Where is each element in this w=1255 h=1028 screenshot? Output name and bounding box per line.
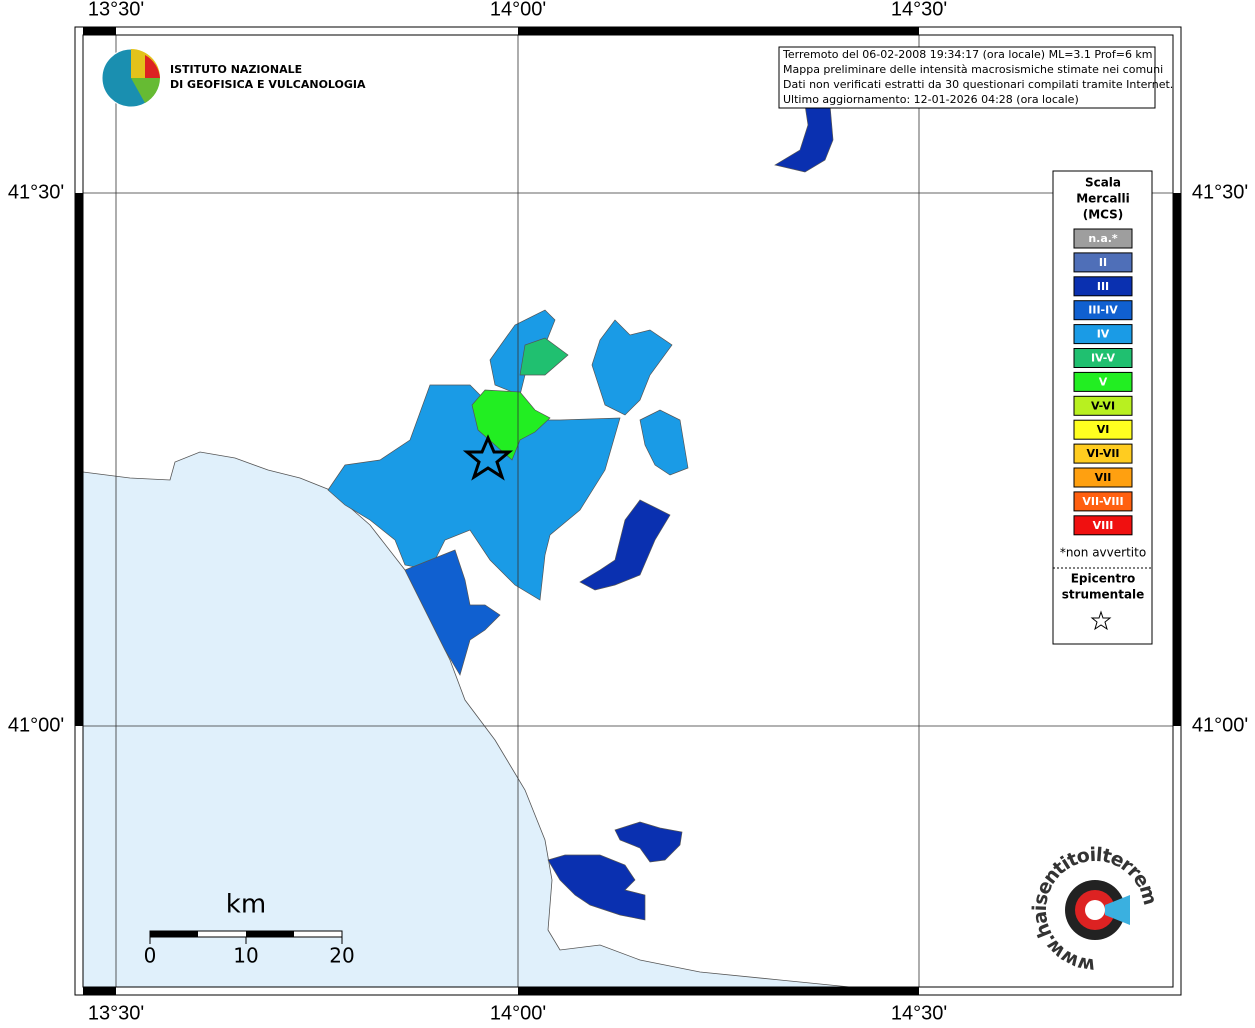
- frame: [74, 26, 1182, 996]
- lon-label: 14°30': [891, 1002, 947, 1024]
- legend-label: IV: [1097, 328, 1110, 341]
- area: [404, 549, 501, 676]
- scale-bar: km 0 10 20: [144, 890, 355, 968]
- logo-text: ISTITUTO NAZIONALE: [170, 63, 302, 76]
- lon-label: 14°00': [490, 0, 546, 20]
- legend-epicenter: Epicentro: [1071, 572, 1136, 586]
- scale-label: 0: [144, 944, 157, 968]
- legend-swatch: [1073, 276, 1133, 297]
- area: [614, 821, 683, 863]
- legend-label: VII-VIII: [1082, 495, 1123, 508]
- legend-note: *non avvertito: [1060, 546, 1146, 560]
- info-line: Terremoto del 06-02-2008 19:34:17 (ora l…: [782, 48, 1153, 61]
- legend-swatch: [1073, 467, 1133, 488]
- legend-swatch: [1073, 371, 1133, 392]
- legend-label: VIII: [1093, 519, 1114, 532]
- lon-label: 14°00': [490, 1002, 546, 1024]
- legend-swatch: [1073, 252, 1133, 273]
- scale-label: 20: [329, 944, 354, 968]
- legend-label: IV-V: [1091, 352, 1116, 365]
- ingv-logo: ISTITUTO NAZIONALE DI GEOFISICA E VULCAN…: [101, 48, 366, 108]
- epicenter-star: [462, 434, 514, 481]
- legend-swatch: [1073, 515, 1133, 536]
- lat-label: 41°30': [1192, 181, 1248, 203]
- legend-label: III: [1097, 280, 1109, 293]
- info-line: Dati non verificati estratti da 30 quest…: [783, 78, 1173, 91]
- legend-swatch: [1073, 395, 1133, 416]
- legend-label: VI: [1097, 423, 1110, 436]
- graticule: [83, 35, 1173, 987]
- area: [519, 337, 569, 376]
- legend-label: V: [1099, 375, 1108, 388]
- lon-label: 13°30': [88, 0, 144, 20]
- legend-swatch: [1073, 348, 1133, 368]
- legend-swatch: [1073, 491, 1133, 512]
- intensity-areas: [327, 104, 834, 921]
- legend-title: Scala: [1085, 176, 1121, 190]
- lat-label: 41°00': [1192, 714, 1248, 736]
- lat-label: 41°30': [8, 181, 64, 203]
- legend-label: II: [1099, 256, 1107, 269]
- legend-label: V-VI: [1091, 399, 1115, 412]
- area: [327, 384, 621, 601]
- legend-swatch: [1073, 300, 1133, 321]
- lon-label: 14°30': [891, 0, 947, 20]
- legend-label: VII: [1095, 471, 1112, 484]
- legend-epicenter: strumentale: [1062, 588, 1145, 602]
- legend-label: VI-VII: [1086, 447, 1119, 460]
- area: [579, 499, 671, 591]
- area: [591, 319, 673, 416]
- legend-label: n.a.*: [1088, 232, 1118, 245]
- legend: Scala Mercalli (MCS) *non avvertito Epic…: [1052, 170, 1153, 645]
- info-box: [778, 46, 1156, 109]
- lat-label: 41°00': [8, 714, 64, 736]
- logo-text: DI GEOFISICA E VULCANOLOGIA: [170, 78, 366, 91]
- info-line: Ultimo aggiornamento: 12-01-2026 04:28 (…: [783, 93, 1079, 106]
- lon-label: 13°30': [88, 1002, 144, 1024]
- legend-swatch: [1073, 324, 1133, 345]
- sea: [82, 451, 851, 988]
- legend-label: III-IV: [1088, 304, 1118, 317]
- legend-star: [1090, 610, 1112, 631]
- legend-swatch: [1073, 443, 1133, 464]
- legend-swatch: [1073, 228, 1133, 249]
- legend-title: (MCS): [1083, 208, 1124, 222]
- legend-swatch: [1073, 419, 1133, 440]
- info-line: Mappa preliminare delle intensità macros…: [783, 63, 1163, 76]
- scale-label: 10: [233, 944, 258, 968]
- area: [547, 854, 646, 921]
- area: [639, 409, 689, 476]
- legend-title: Mercalli: [1076, 192, 1130, 206]
- scale-unit: km: [226, 890, 266, 920]
